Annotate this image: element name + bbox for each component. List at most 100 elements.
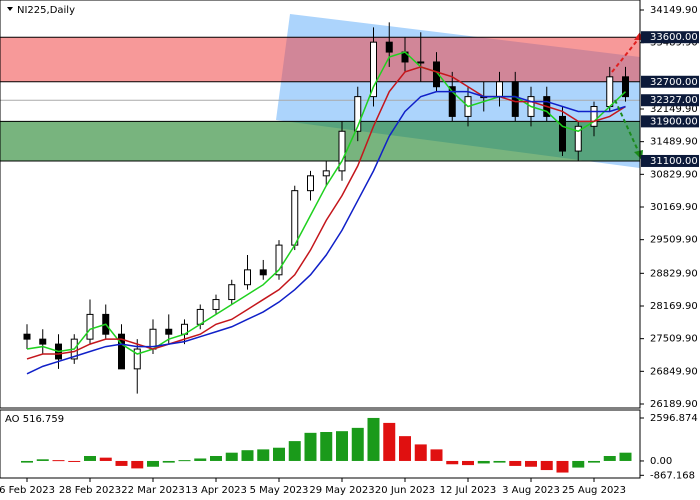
moving-average-line (26, 90, 626, 375)
candle-body (133, 348, 141, 370)
candle-body (338, 130, 346, 172)
candle-body (511, 81, 519, 117)
oscillator-bar (68, 460, 81, 462)
x-tick-label: 25 Aug 2023 (562, 485, 626, 496)
candle-body (417, 61, 425, 64)
candle-body (86, 313, 94, 340)
oscillator-bar (572, 460, 585, 468)
candle-body (228, 284, 236, 301)
candle-body (275, 244, 283, 276)
candle-body (606, 76, 614, 108)
y-tick-label: 27509.90 (650, 334, 698, 345)
x-tick-label: 13 Apr 2023 (185, 485, 247, 496)
menu-arrow (7, 7, 13, 11)
y-tick-label: 32149.90 (650, 104, 698, 115)
level-label: 31900.00 (650, 116, 698, 127)
oscillator-bar (115, 460, 128, 466)
y-tick-label: 28169.90 (650, 301, 698, 312)
candle-body (559, 115, 566, 152)
candle-body (622, 76, 629, 98)
oscillator-bar (131, 460, 144, 469)
arrow-head (634, 150, 643, 160)
candle-body (354, 96, 362, 132)
oscillator-bar (194, 458, 207, 461)
x-tick-label: 20 Jun 2023 (375, 485, 435, 496)
oscillator-bar (225, 452, 238, 461)
oscillator-bar (162, 460, 175, 463)
y-tick-label: 28829.90 (650, 268, 698, 279)
oscillator-bar (336, 431, 348, 461)
level-label: 32700.00 (650, 77, 698, 88)
osc-y-tick-label: -867.168 (650, 470, 695, 481)
oscillator-bar (273, 447, 285, 461)
oscillator-bar (304, 432, 317, 461)
level-label: 33600.00 (650, 32, 698, 43)
oscillator-bar (493, 460, 506, 463)
candle-body (322, 170, 330, 177)
oscillator-bar (257, 449, 270, 461)
oscillator-bar (540, 460, 553, 471)
arrow-head (634, 32, 643, 40)
x-tick-label: 5 May 2023 (250, 485, 309, 496)
oscillator-bar (241, 450, 254, 461)
x-tick-label: 12 Jul 2023 (440, 485, 497, 496)
level-label-box (641, 94, 699, 107)
candle-body (574, 125, 582, 152)
oscillator-bar (477, 460, 490, 464)
price-zone (0, 121, 640, 161)
level-label: 32327.00 (650, 95, 698, 106)
oscillator-panel-frame (0, 409, 641, 479)
level-label-box (641, 31, 699, 44)
y-tick-label: 30169.90 (650, 202, 698, 213)
candle-body (448, 86, 456, 117)
osc-y-tick-label: 0.00 (650, 456, 672, 467)
oscillator-bar (588, 460, 600, 463)
oscillator-bar (320, 432, 333, 461)
candle-body (23, 333, 31, 340)
oscillator-bar (462, 460, 474, 466)
candle-body (196, 308, 204, 325)
osc-y-tick-label: 2596.874 (650, 413, 698, 424)
oscillator-bar (603, 455, 616, 461)
forecast-up-arrow (611, 36, 641, 73)
oscillator-bar (210, 455, 222, 461)
oscillator-bar (619, 452, 632, 461)
candle-body (212, 299, 220, 310)
price-panel-frame (0, 0, 641, 409)
x-tick-label: 28 Feb 2023 (59, 485, 121, 496)
x-tick-label: 3 Aug 2023 (502, 485, 560, 496)
moving-average-line (26, 66, 626, 360)
y-tick-label: 29509.90 (650, 235, 698, 246)
y-tick-label: 34149.90 (650, 5, 698, 16)
oscillator-bar (383, 422, 396, 461)
oscillator-bar (147, 460, 159, 467)
level-label: 31100.00 (650, 156, 698, 167)
level-label-box (641, 75, 699, 88)
level-label-box (641, 154, 699, 167)
oscillator-label: AO 516.759 (5, 414, 64, 425)
forecast-down-arrow (614, 99, 641, 156)
candle-body (291, 190, 299, 246)
y-tick-label: 26189.90 (650, 399, 698, 410)
oscillator-bar (351, 427, 364, 461)
oscillator-bar (288, 441, 301, 461)
x-tick-label: 6 Feb 2023 (0, 485, 55, 496)
candle-body (385, 41, 393, 53)
candle-body (118, 333, 125, 370)
candle-body (590, 106, 598, 127)
candle-body (433, 61, 440, 88)
moving-average-line (26, 51, 627, 355)
chart-title: NI225,Daily (17, 5, 75, 16)
x-tick-label: 22 Mar 2023 (121, 485, 184, 496)
oscillator-bar (52, 460, 65, 462)
oscillator-bar (414, 444, 427, 461)
oscillator-bar (430, 449, 443, 461)
level-label-box (641, 115, 699, 128)
candle-body (165, 328, 173, 335)
oscillator-bar (556, 460, 569, 473)
oscillator-bar (399, 436, 411, 461)
candle-body (244, 269, 251, 286)
oscillator-bar (99, 457, 112, 461)
oscillator-bar (36, 459, 49, 461)
